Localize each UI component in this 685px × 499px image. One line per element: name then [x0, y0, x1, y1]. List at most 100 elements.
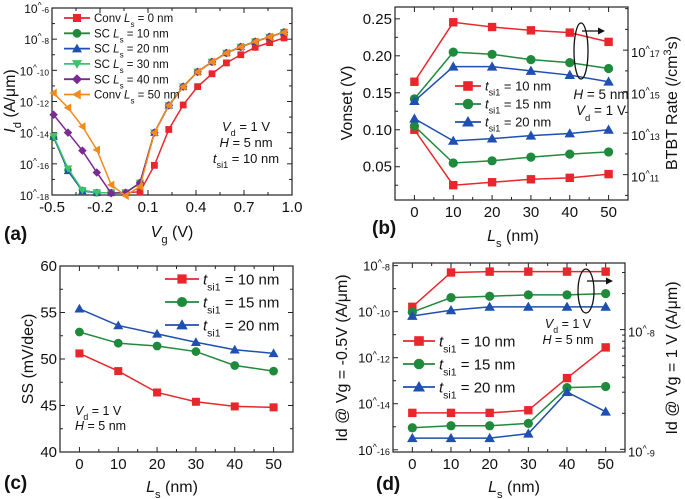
- data-point: [487, 156, 497, 166]
- data-point: [409, 113, 420, 123]
- data-point: [525, 65, 537, 75]
- data-point: [191, 397, 200, 406]
- x-axis-label: Vg (V): [151, 224, 194, 246]
- y-tick-label: 10^-10: [20, 62, 50, 78]
- annotation: H = 5 nm: [573, 87, 628, 102]
- y2-tick-label: 10^17: [631, 44, 660, 60]
- legend-item: Conv Ls = 0 nm: [64, 13, 173, 29]
- y-tick-label: 0.10: [363, 122, 392, 139]
- legend-marker: [462, 98, 474, 110]
- x-tick-label: 0.4: [186, 199, 207, 216]
- data-point: [136, 188, 144, 196]
- data-point: [604, 37, 613, 47]
- data-point: [565, 149, 575, 159]
- legend-marker: [463, 81, 473, 91]
- data-point: [601, 381, 611, 392]
- y-tick-label: 45: [40, 398, 57, 415]
- x-tick-label: 20: [481, 456, 498, 473]
- data-point: [526, 54, 536, 65]
- data-point: [487, 49, 497, 59]
- annotation: Vd = 1 V: [222, 119, 270, 138]
- legend-label: Conv Ls = 0 nm: [94, 13, 173, 29]
- legend-marker: [72, 43, 82, 53]
- series-3: [407, 386, 611, 443]
- legend-item: tsi1 = 15 nm: [455, 97, 551, 116]
- data-point: [449, 181, 458, 190]
- legend-item: tsi1 = 20 nm: [455, 115, 551, 134]
- panel-b: 0 10 20 30 40 50 0.05 0.10 0.15 0.20 0.25 10^11 10^1…: [339, 6, 681, 250]
- data-point: [250, 37, 259, 46]
- x-tick-label: 30: [520, 456, 537, 473]
- legend-item: SC Ls = 10 nm: [64, 28, 169, 44]
- data-point: [407, 310, 418, 320]
- x-tick-label: 0.7: [234, 199, 255, 216]
- y-axis-label: Vonset (V): [339, 66, 356, 141]
- y-tick-label: 10^-12: [358, 350, 390, 366]
- x-axis-label: Ls (nm): [487, 228, 539, 250]
- annotation: H = 5 nm: [542, 333, 593, 347]
- y-tick-label: 10^-14: [358, 396, 390, 412]
- data-point: [229, 344, 240, 354]
- x-tick-label: 40: [561, 204, 578, 221]
- data-point: [193, 67, 201, 77]
- data-point: [207, 57, 216, 67]
- data-point: [194, 83, 201, 91]
- data-point: [152, 328, 163, 338]
- data-point: [78, 187, 87, 195]
- series-line: [79, 308, 274, 355]
- series-line: [79, 331, 274, 372]
- data-point: [601, 343, 610, 352]
- x-tick-label: -0.5: [39, 199, 65, 216]
- data-point: [121, 191, 129, 200]
- annotation: Vd = 1 V: [576, 103, 626, 124]
- y-axis-label: Id (A/μm): [2, 69, 24, 132]
- data-point: [484, 432, 495, 443]
- data-point: [113, 320, 124, 330]
- data-point: [448, 158, 458, 168]
- legend-label: SC Ls = 40 nm: [94, 74, 169, 90]
- y-tick-label: 40: [40, 444, 57, 461]
- x-tick-label: 0: [410, 204, 418, 221]
- series-3: [409, 113, 614, 145]
- legend-marker: [176, 296, 188, 308]
- legend-marker: [73, 14, 81, 22]
- data-point: [526, 175, 536, 184]
- data-point: [603, 124, 614, 134]
- x-tick-label: 50: [597, 456, 614, 473]
- data-point: [523, 301, 534, 311]
- legend-label: tsi1 = 15 nm: [439, 356, 515, 378]
- legend-item: SC Ls = 40 nm: [64, 74, 169, 90]
- x-tick-label: 40: [226, 456, 243, 473]
- data-point: [63, 165, 73, 173]
- series-line: [53, 31, 285, 197]
- data-point: [600, 301, 611, 311]
- data-point: [448, 47, 458, 57]
- x-tick-label: 20: [484, 204, 501, 221]
- series-1: [75, 349, 278, 412]
- legend-item: tsi1 = 10 nm: [403, 333, 515, 355]
- data-point: [251, 43, 259, 51]
- legend-label: SC Ls = 10 nm: [94, 28, 169, 44]
- series-1: [408, 343, 610, 418]
- series-6: [409, 61, 614, 106]
- data-point: [562, 267, 572, 276]
- data-point: [486, 61, 498, 71]
- series-line: [412, 391, 607, 439]
- data-point: [525, 130, 537, 140]
- legend-item: tsi1 = 15 nm: [165, 294, 279, 316]
- series-2: [75, 327, 278, 376]
- data-point: [74, 303, 85, 313]
- legend-marker: [462, 116, 474, 127]
- x-tick-label: 0: [75, 456, 83, 473]
- data-point: [561, 386, 573, 397]
- y-tick-label: 10^-16: [358, 442, 390, 458]
- series-5: [49, 27, 289, 198]
- x-tick-label: 40: [559, 456, 576, 473]
- series-4: [49, 29, 289, 197]
- legend-item: SC Ls = 20 nm: [64, 43, 169, 59]
- x-axis-label: Ls (nm): [146, 479, 198, 499]
- series-line: [52, 31, 285, 194]
- panel-label: (c): [4, 473, 27, 494]
